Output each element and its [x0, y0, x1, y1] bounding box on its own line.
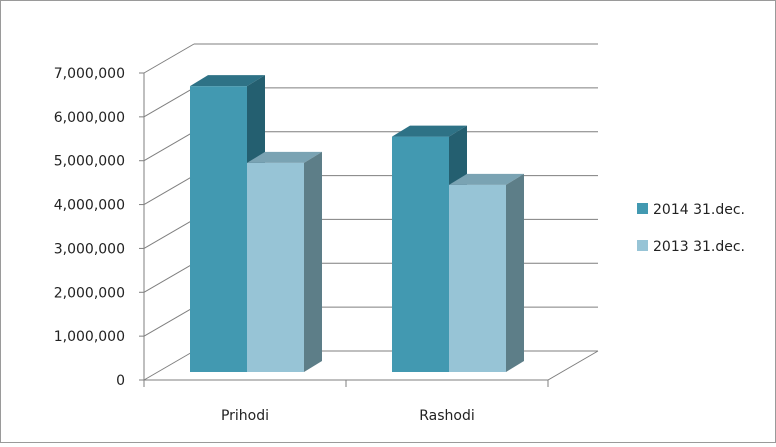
x-axis: Prihodi Rashodi — [143, 380, 549, 424]
legend: 2014 31.dec. 2013 31.dec. — [637, 202, 745, 255]
legend-swatch — [637, 240, 648, 251]
bar-side — [304, 151, 322, 372]
y-tick-label: 1,000,000 — [54, 329, 125, 345]
gridline-diagonal — [143, 350, 195, 381]
y-tick-label: 6,000,000 — [54, 110, 125, 126]
bar-front — [449, 184, 506, 372]
y-tick-label: 5,000,000 — [54, 154, 125, 170]
y-axis: 0 1,000,000 2,000,000 3,000,000 4,000,000 5,0… — [54, 66, 145, 389]
bar-top — [392, 125, 467, 137]
y-tick-label: 3,000,000 — [54, 241, 125, 257]
bar-top — [247, 151, 322, 163]
gridline-diagonal — [143, 175, 195, 206]
bar-front — [247, 162, 304, 372]
legend-label: 2013 31.dec. — [653, 239, 745, 255]
legend-swatch — [637, 203, 648, 214]
gridline-diagonal — [143, 306, 195, 337]
gridline-diagonal — [143, 131, 195, 162]
y-tick-label: 7,000,000 — [54, 66, 125, 82]
gridline-diagonal — [143, 87, 195, 118]
legend-label: 2014 31.dec. — [653, 202, 745, 218]
bar-top — [449, 173, 524, 185]
y-tick-label: 0 — [116, 373, 125, 389]
x-tick-label: Rashodi — [419, 408, 475, 424]
y-tick-label: 4,000,000 — [54, 198, 125, 214]
bar-front — [190, 86, 247, 373]
bar-side — [506, 173, 524, 372]
gridline-diagonal — [143, 43, 195, 74]
bar-top — [190, 75, 265, 87]
bar-series — [190, 75, 524, 373]
y-tick-label: 2,000,000 — [54, 285, 125, 301]
x-tick-label: Prihodi — [221, 408, 269, 424]
bar-front — [392, 136, 449, 372]
gridline-diagonal — [143, 218, 195, 249]
gridline-diagonal — [143, 262, 195, 293]
